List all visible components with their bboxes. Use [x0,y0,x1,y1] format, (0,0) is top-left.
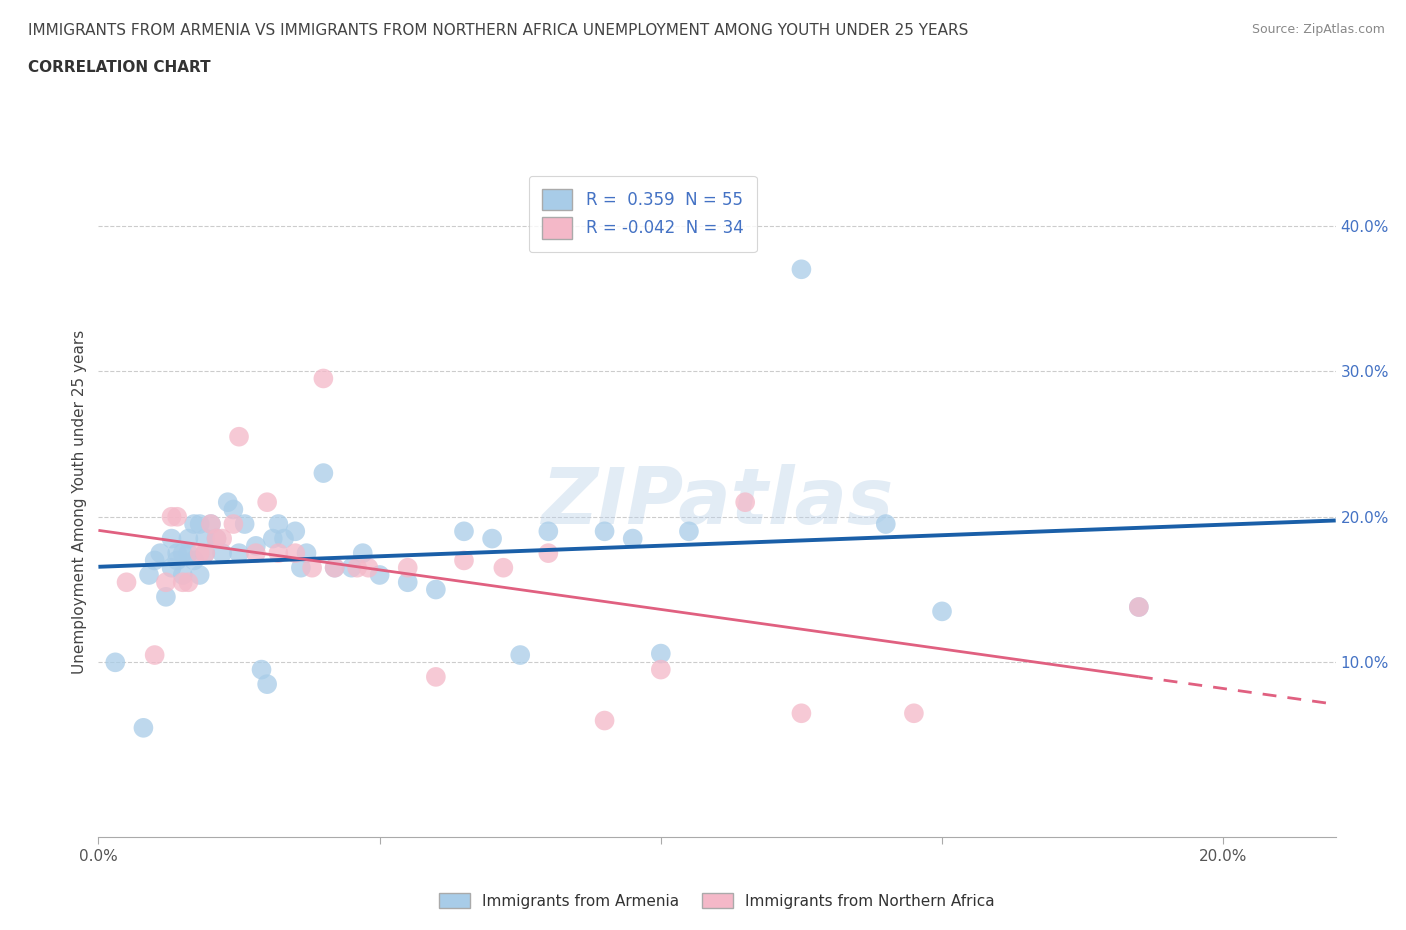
Point [228,430,250,445]
Point [194,546,217,561]
Point [143,553,166,568]
Point [290,560,312,575]
Point [155,575,177,590]
Text: IMMIGRANTS FROM ARMENIA VS IMMIGRANTS FROM NORTHERN AFRICA UNEMPLOYMENT AMONG YO: IMMIGRANTS FROM ARMENIA VS IMMIGRANTS FR… [28,23,969,38]
Point [273,531,295,546]
Point [267,516,290,531]
Point [312,371,335,386]
Point [537,524,560,538]
Point [734,495,756,510]
Point [188,516,211,531]
Legend: Immigrants from Armenia, Immigrants from Northern Africa: Immigrants from Armenia, Immigrants from… [432,885,1002,916]
Point [188,546,211,561]
Point [396,560,419,575]
Point [143,647,166,662]
Point [160,510,183,525]
Point [155,590,177,604]
Point [340,560,363,575]
Point [312,466,335,481]
Point [621,531,644,546]
Point [188,567,211,582]
Point [233,516,256,531]
Point [323,560,346,575]
Point [492,560,515,575]
Point [166,553,188,568]
Point [262,531,284,546]
Point [650,646,672,661]
Point [267,546,290,561]
Point [256,677,278,692]
Point [453,553,475,568]
Point [172,546,194,561]
Point [396,575,419,590]
Point [1128,600,1150,615]
Point [177,531,200,546]
Point [166,510,188,525]
Point [509,647,531,662]
Point [183,516,205,531]
Point [194,546,217,561]
Y-axis label: Unemployment Among Youth under 25 years: Unemployment Among Youth under 25 years [72,330,87,674]
Point [593,524,616,538]
Point [1128,600,1150,615]
Point [205,531,228,546]
Point [200,516,222,531]
Point [104,655,127,670]
Point [537,546,560,561]
Point [177,575,200,590]
Point [352,546,374,561]
Point [931,604,953,618]
Point [256,495,278,510]
Point [160,531,183,546]
Point [453,524,475,538]
Point [346,560,368,575]
Point [250,662,273,677]
Point [228,546,250,561]
Point [357,560,380,575]
Point [245,538,267,553]
Point [301,560,323,575]
Point [284,546,307,561]
Point [678,524,700,538]
Point [211,546,233,561]
Point [875,516,897,531]
Point [593,713,616,728]
Point [425,670,447,684]
Point [166,546,188,561]
Point [160,560,183,575]
Point [650,662,672,677]
Point [205,531,228,546]
Point [183,553,205,568]
Point [425,582,447,597]
Point [222,502,245,517]
Point [245,546,267,561]
Point [790,262,813,277]
Point [194,531,217,546]
Point [222,516,245,531]
Point [115,575,138,590]
Point [284,524,307,538]
Point [481,531,503,546]
Point [295,546,318,561]
Text: ZIPatlas: ZIPatlas [541,464,893,540]
Point [200,516,222,531]
Point [211,531,233,546]
Point [323,560,346,575]
Point [790,706,813,721]
Point [132,721,155,736]
Point [177,546,200,561]
Point [903,706,925,721]
Point [172,567,194,582]
Text: Source: ZipAtlas.com: Source: ZipAtlas.com [1251,23,1385,36]
Point [149,546,172,561]
Point [368,567,391,582]
Text: CORRELATION CHART: CORRELATION CHART [28,60,211,75]
Point [138,567,160,582]
Point [172,575,194,590]
Point [217,495,239,510]
